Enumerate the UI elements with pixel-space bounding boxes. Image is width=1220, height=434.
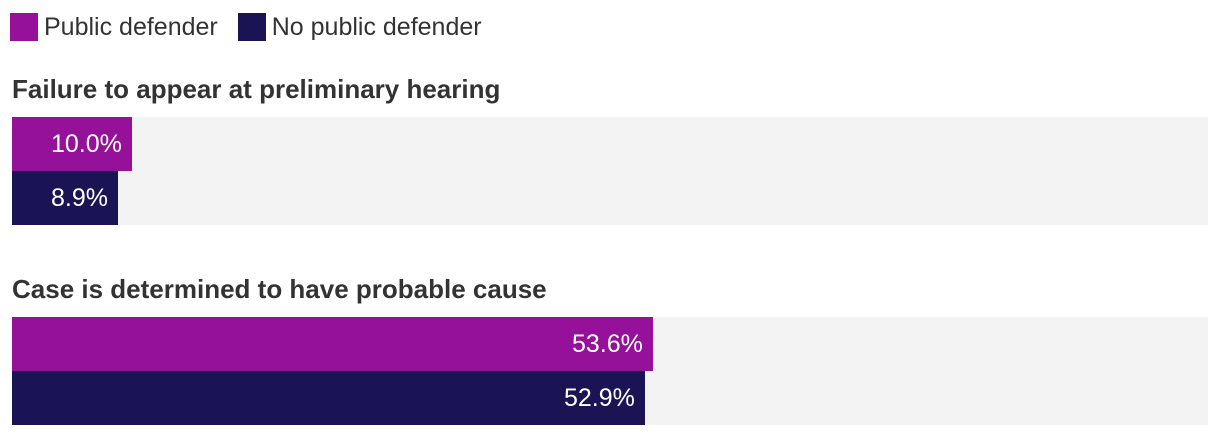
legend-label-no-public-defender: No public defender bbox=[271, 13, 482, 41]
bar-label-probable-cause-public-defender: 53.6% bbox=[572, 330, 643, 358]
bar-row-probable-cause-no-public-defender: 52.9% bbox=[12, 371, 1208, 425]
legend: Public defender No public defender bbox=[10, 10, 502, 44]
bar-row-failure-to-appear-public-defender: 10.0% bbox=[12, 117, 1208, 171]
group-title-probable-cause: Case is determined to have probable caus… bbox=[12, 274, 547, 304]
bar-probable-cause-public-defender bbox=[12, 317, 653, 371]
group-failure-to-appear: Failure to appear at preliminary hearing… bbox=[12, 72, 1208, 225]
bar-track-failure-to-appear: 10.0% 8.9% bbox=[12, 117, 1208, 225]
bar-row-failure-to-appear-no-public-defender: 8.9% bbox=[12, 171, 1208, 225]
bar-label-failure-to-appear-public-defender: 10.0% bbox=[51, 130, 122, 158]
legend-swatch-public-defender bbox=[10, 13, 38, 41]
bar-row-probable-cause-public-defender: 53.6% bbox=[12, 317, 1208, 371]
bar-track-probable-cause: 53.6% 52.9% bbox=[12, 317, 1208, 425]
group-probable-cause: Case is determined to have probable caus… bbox=[12, 272, 1208, 425]
bar-label-probable-cause-no-public-defender: 52.9% bbox=[564, 384, 635, 412]
bar-failure-to-appear-no-public-defender bbox=[12, 171, 118, 225]
bar-failure-to-appear-public-defender bbox=[12, 117, 132, 171]
group-title-failure-to-appear: Failure to appear at preliminary hearing bbox=[12, 74, 501, 104]
bar-label-failure-to-appear-no-public-defender: 8.9% bbox=[51, 184, 108, 212]
legend-item-no-public-defender: No public defender bbox=[237, 13, 482, 41]
bar-probable-cause-no-public-defender bbox=[12, 371, 645, 425]
legend-label-public-defender: Public defender bbox=[44, 13, 218, 41]
legend-item-public-defender: Public defender bbox=[10, 13, 218, 41]
legend-swatch-no-public-defender bbox=[237, 13, 266, 41]
